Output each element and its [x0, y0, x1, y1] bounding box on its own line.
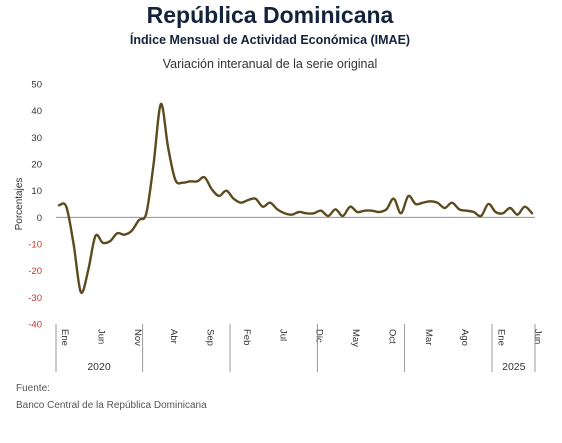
- source-name: Banco Central de la República Dominicana: [16, 400, 207, 411]
- x-month-label: Feb: [241, 329, 252, 345]
- y-tick-label: 0: [37, 213, 42, 224]
- x-month-label: Jun: [532, 329, 543, 344]
- y-tick-label: 10: [31, 186, 42, 197]
- series-line: [57, 102, 534, 294]
- x-month-label: May: [350, 329, 361, 347]
- source-label: Fuente:: [16, 383, 50, 394]
- y-tick-label: 50: [31, 80, 42, 91]
- x-month-label: Ene: [59, 329, 70, 346]
- y-tick-label: -30: [28, 293, 42, 304]
- y-tick-label: 20: [31, 160, 42, 171]
- chart-subtitle: Índice Mensual de Actividad Económica (I…: [129, 33, 411, 47]
- x-month-label: Ago: [459, 329, 470, 346]
- y-axis-label: Porcentajes: [14, 178, 25, 231]
- y-tick-label: -10: [28, 240, 42, 251]
- x-month-label: Jun: [95, 329, 106, 344]
- y-tick-label: 30: [31, 133, 42, 144]
- x-month-label: Ene: [496, 329, 507, 346]
- x-month-label: Dic: [314, 329, 325, 343]
- y-tick-label: -40: [28, 320, 42, 331]
- y-tick-label: -20: [28, 266, 42, 277]
- x-year-label: 2025: [502, 361, 526, 373]
- x-month-label: Sep: [205, 329, 216, 346]
- x-month-label: Jul: [277, 329, 288, 341]
- x-month-label: Oct: [386, 329, 397, 344]
- x-month-label: Nov: [132, 329, 143, 346]
- x-month-label: Mar: [423, 329, 434, 345]
- x-year-label: 2020: [87, 361, 111, 373]
- y-tick-label: 40: [31, 106, 42, 117]
- chart-series-description: Variación interanual de la serie origina…: [162, 57, 378, 71]
- x-month-label: Abr: [168, 329, 179, 344]
- chart-title-main: República Dominicana: [146, 2, 394, 28]
